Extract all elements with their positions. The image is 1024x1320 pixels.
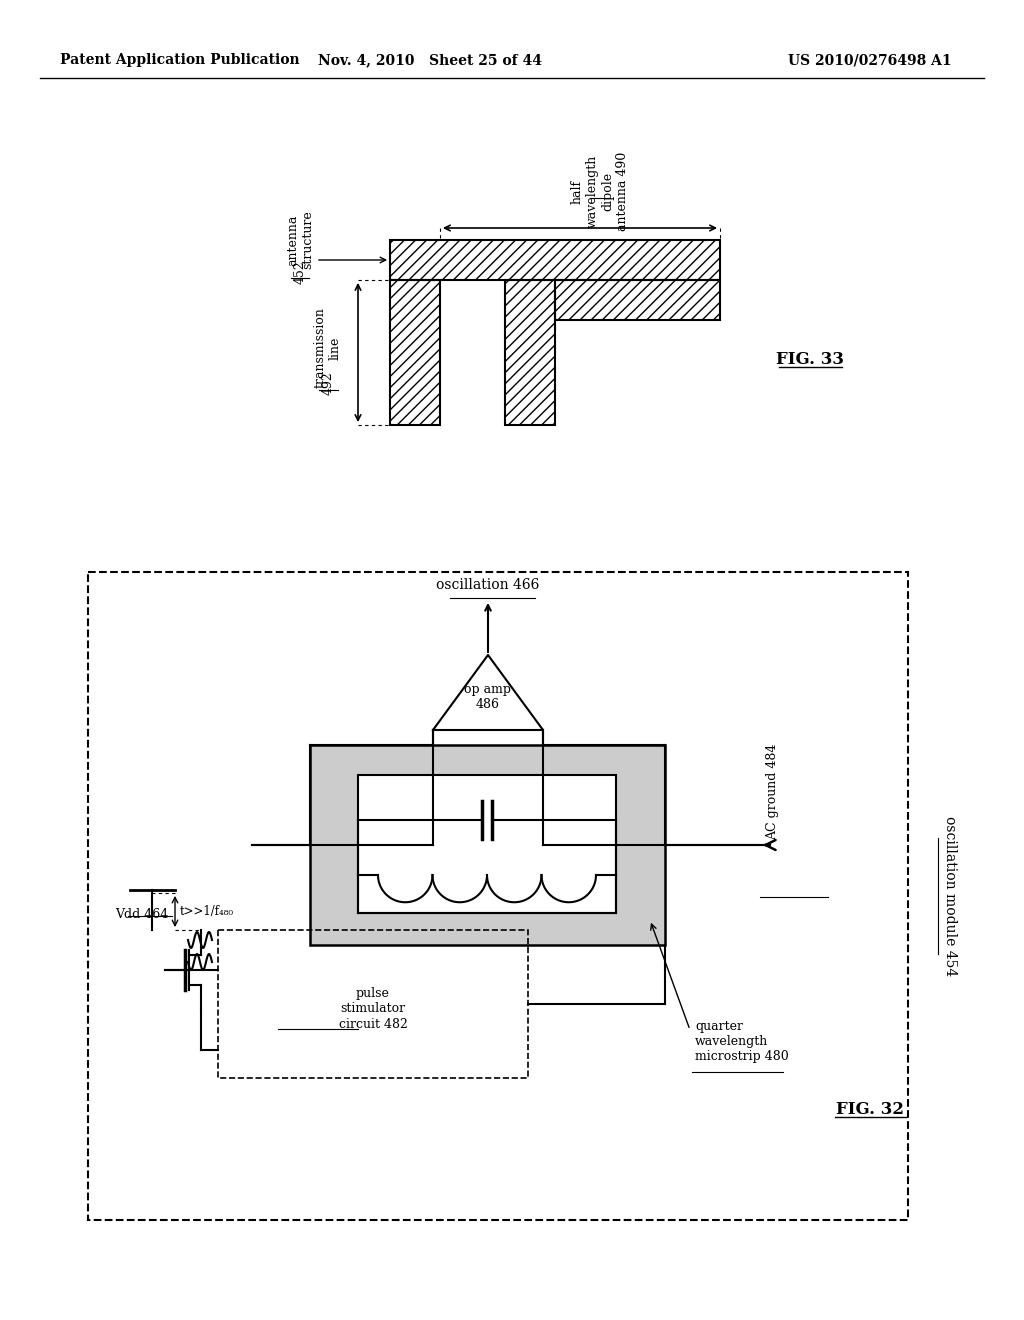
Text: 492: 492 — [322, 371, 335, 395]
Text: antenna
structure: antenna structure — [286, 211, 314, 269]
Bar — [390, 240, 720, 280]
Bar — [555, 280, 720, 319]
Text: transmission
line: transmission line — [314, 308, 342, 388]
Text: Vdd 464: Vdd 464 — [116, 908, 169, 921]
Polygon shape — [433, 655, 543, 730]
Text: op amp
486: op amp 486 — [465, 684, 512, 711]
Text: oscillation module 454: oscillation module 454 — [943, 816, 957, 975]
Bar — [310, 744, 665, 945]
Text: pulse
stimulator
circuit 482: pulse stimulator circuit 482 — [339, 987, 408, 1031]
Text: FIG. 33: FIG. 33 — [776, 351, 844, 368]
Text: Nov. 4, 2010   Sheet 25 of 44: Nov. 4, 2010 Sheet 25 of 44 — [318, 53, 542, 67]
Text: FIG. 32: FIG. 32 — [836, 1101, 904, 1118]
Bar — [505, 280, 555, 425]
Bar — [88, 572, 908, 1220]
Bar — [390, 280, 440, 425]
Text: half
wavelength
dipole
antenna 490: half wavelength dipole antenna 490 — [571, 152, 629, 231]
Bar — [218, 931, 528, 1078]
Text: Patent Application Publication: Patent Application Publication — [60, 53, 300, 67]
Text: US 2010/0276498 A1: US 2010/0276498 A1 — [788, 53, 952, 67]
Text: t>>1/f₄₈₀: t>>1/f₄₈₀ — [180, 906, 234, 917]
Text: AC ground 484: AC ground 484 — [766, 743, 779, 840]
Text: quarter
wavelength
microstrip 480: quarter wavelength microstrip 480 — [695, 1020, 788, 1063]
Text: oscillation 466: oscillation 466 — [436, 578, 540, 591]
Text: 452: 452 — [294, 260, 306, 284]
Bar — [358, 775, 616, 913]
